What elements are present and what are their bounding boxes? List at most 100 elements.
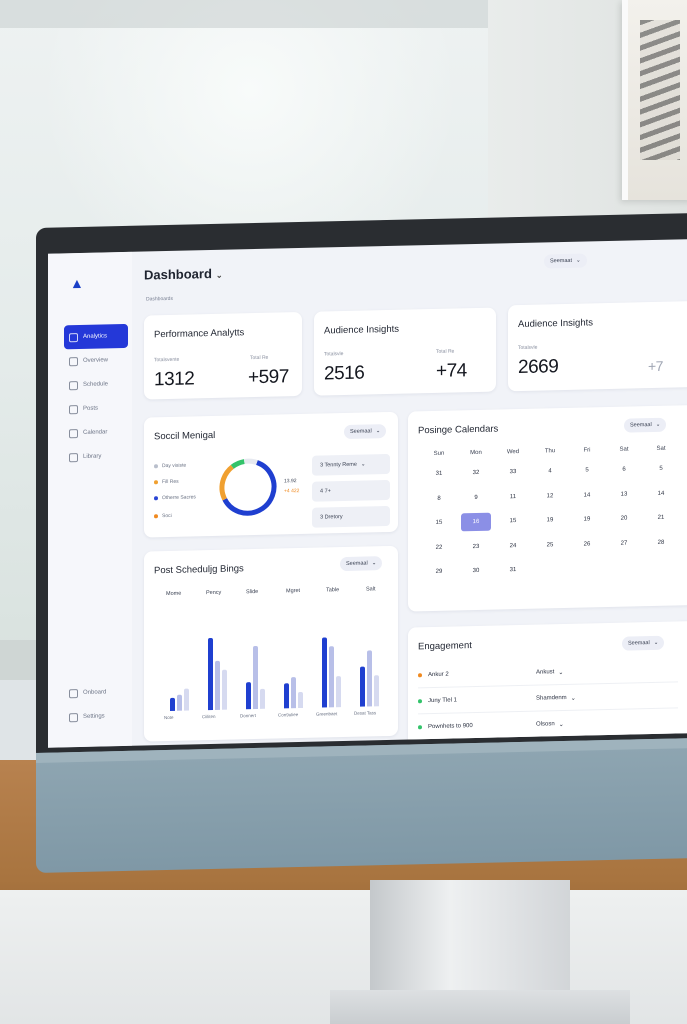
calendar-day[interactable]: 21 [657,514,665,521]
calendar-day[interactable]: 23 [472,543,480,550]
card-title: Performance Analytts [154,327,245,341]
social-dropdown[interactable]: Seemaal ⌄ [344,424,387,440]
posts-icon [69,404,78,414]
sidebar-item-calendar[interactable]: Calendar [64,420,128,445]
calendar-dropdown[interactable]: Seemaal ⌄ [624,417,667,433]
bar-2-2 [260,689,265,709]
calendar-day[interactable]: 11 [509,493,517,500]
legend-dot [154,514,158,519]
row-value: Olsosn [536,721,555,728]
calendar-day[interactable]: 16 [461,512,491,532]
calendar-day[interactable]: 14 [583,491,591,499]
calendar-day[interactable]: 4 [548,468,552,475]
stat-label: Total Re [436,348,455,355]
calendar-day[interactable]: 19 [583,516,591,523]
calendar-day[interactable]: 32 [472,469,480,477]
dropdown-label: Seemaal [628,640,650,647]
calendar-day[interactable]: 8 [437,495,441,502]
stat-card-performance: Performance Analytts Totalsvente 1312 To… [144,311,302,400]
stat-delta: +74 [436,360,467,382]
calendar-day[interactable]: 9 [474,494,478,501]
social-chip[interactable]: 4 7+ [312,479,390,502]
row-label: Ankur 2 [428,671,449,679]
calendar-day[interactable]: 19 [546,517,554,524]
social-chip[interactable]: 3 Dretory [312,505,390,528]
sidebar-item-library[interactable]: Library [64,444,128,469]
chart-column-header: Salt [366,586,376,593]
legend-item: Otherre Sacres [154,494,196,501]
calendar-day[interactable]: 29 [435,568,443,575]
bar-5-2 [374,674,379,707]
bar-3-2 [298,691,303,709]
workspace-dropdown[interactable]: Seemaat ⌄ [544,253,587,269]
dropdown-label: Seemaal [350,428,372,435]
calendar-day[interactable]: 5 [659,465,663,472]
bar-1-2 [222,669,227,710]
row-value: Ankust [536,669,555,676]
chevron-down-icon: ⌄ [576,257,581,264]
chart-column-header: Mome [166,590,182,598]
card-title: Posinge Calendars [418,423,499,437]
calendar-day[interactable]: 15 [509,518,517,525]
donut-segment-gap [219,458,277,516]
legend-item: Fill Res [154,479,179,486]
overview-icon [69,356,78,366]
bar-0-0 [170,697,175,711]
sidebar-item-settings[interactable]: Settings [64,704,128,729]
social-chip[interactable]: 3 Tennty Reme ⌄ [312,453,390,476]
calendar-day[interactable]: 12 [546,492,554,499]
calendar-day[interactable]: 24 [509,542,517,549]
sidebar-item-schedule[interactable]: Schedule [64,372,128,397]
chip-label: 3 Tennty Reme [320,461,357,469]
calendar-day[interactable]: 30 [472,567,480,575]
sidebar-item-label: Library [83,453,102,460]
sidebar-item-overview[interactable]: Overview [64,348,128,373]
page-title[interactable]: Dashboard ⌄ [144,266,223,283]
calendar-day[interactable]: 27 [620,540,628,547]
chart-group-labels: Note Ciiliten Donnert Con9uliee Greenbaet Des… [144,546,398,720]
scheduling-dropdown[interactable]: Seemaal ⌄ [340,556,383,572]
legend-item: Soci [154,513,172,519]
calendar-day[interactable]: 5 [585,467,589,474]
stat-value: 2669 [518,356,559,379]
stat-value: 2516 [324,362,365,385]
sidebar-item-analytics[interactable]: Analytics [64,323,128,350]
calendar-day[interactable]: 20 [620,515,628,522]
row-dot [418,673,422,678]
analytics-icon [69,332,78,342]
calendar-day[interactable]: 31 [435,470,443,477]
calendar-day[interactable]: 6 [622,466,626,473]
calendar-day[interactable]: 14 [657,490,665,497]
calendar-day[interactable]: 31 [509,567,517,574]
engagement-dropdown[interactable]: Seemaal ⌄ [622,635,665,651]
chart-column-header: Table [326,587,340,594]
sidebar: ▲ Analytics Overview Schedule Posts Cale… [48,251,132,748]
stat-label: Totalsvente [154,356,180,364]
dropdown-label: Seemaal [630,422,652,429]
calendar-day[interactable]: 13 [620,491,628,498]
donut-segment-blue [219,458,277,516]
calendar-day[interactable]: 25 [546,541,554,548]
sidebar-item-onboard[interactable]: Onboard [64,680,128,705]
library-icon [69,452,78,462]
chip-label: 3 Dretory [320,514,343,521]
calendar-day[interactable]: 28 [657,539,665,546]
calendar-card: Posinge Calendars Seemaal ⌄ Sun Mon Wed Thu F… [408,404,687,612]
sidebar-item-posts[interactable]: Posts [64,396,128,421]
bar-3-0 [284,683,289,709]
calendar-day-header: Fri [583,447,591,454]
legend-label: Soci [162,512,172,520]
logo-icon[interactable]: ▲ [70,274,84,292]
sidebar-item-label: Schedule [83,381,109,388]
onboard-icon [69,688,78,698]
calendar-day[interactable]: 26 [583,540,591,548]
calendar-day[interactable]: 33 [509,469,517,476]
row-value: Shamdenm [536,694,567,702]
card-title: Soccil Menigal [154,429,216,443]
window-frame [0,0,490,28]
card-title: Post Scheduljg Bings [154,563,244,577]
calendar-day[interactable]: 22 [435,544,443,551]
legend-dot [154,480,158,485]
calendar-day[interactable]: 15 [435,519,443,526]
chevron-down-icon: ⌄ [570,695,576,702]
